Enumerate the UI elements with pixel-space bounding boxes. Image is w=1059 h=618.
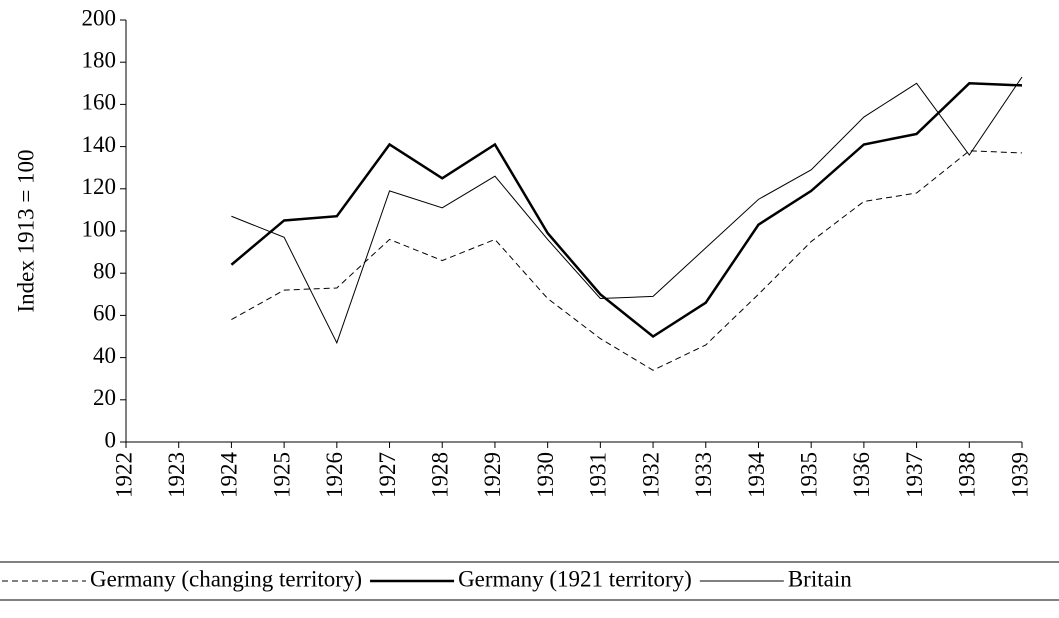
x-tick-label: 1922 (111, 452, 136, 498)
y-tick-label: 140 (82, 132, 117, 157)
series-line (230, 82, 1023, 339)
y-tick-label: 0 (105, 427, 117, 452)
x-tick-label: 1924 (217, 452, 242, 499)
y-tick-label: 20 (93, 385, 116, 410)
y-tick-label: 60 (93, 301, 116, 326)
series-line (231, 76, 1023, 345)
x-tick-label: 1939 (1007, 452, 1032, 498)
x-tick-label: 1931 (586, 452, 611, 498)
x-tick-label: 1925 (269, 452, 294, 498)
y-axis-label: Index 1913 = 100 (13, 149, 38, 312)
x-tick-label: 1937 (902, 452, 927, 498)
y-tick-label: 180 (82, 47, 117, 72)
y-tick-label: 200 (82, 5, 117, 30)
x-tick-label: 1927 (375, 452, 400, 498)
y-tick-label: 40 (93, 343, 116, 368)
legend-label: Germany (1921 territory) (458, 566, 692, 591)
x-tick-label: 1930 (533, 452, 558, 498)
x-tick-label: 1923 (164, 452, 189, 498)
y-tick-label: 120 (82, 174, 117, 199)
y-tick-label: 100 (82, 216, 117, 241)
x-tick-label: 1926 (322, 452, 347, 498)
x-tick-label: 1934 (744, 452, 769, 499)
x-tick-label: 1935 (796, 452, 821, 498)
x-tick-label: 1933 (691, 452, 716, 498)
legend-label: Britain (788, 566, 852, 591)
y-tick-label: 80 (93, 258, 116, 283)
y-tick-label: 160 (82, 90, 117, 115)
legend-label: Germany (changing territory) (90, 566, 362, 591)
x-tick-label: 1938 (955, 452, 980, 498)
series-line (231, 150, 1023, 371)
x-tick-label: 1928 (428, 452, 453, 498)
x-tick-label: 1929 (480, 452, 505, 498)
x-tick-label: 1936 (849, 452, 874, 498)
x-tick-label: 1932 (638, 452, 663, 498)
